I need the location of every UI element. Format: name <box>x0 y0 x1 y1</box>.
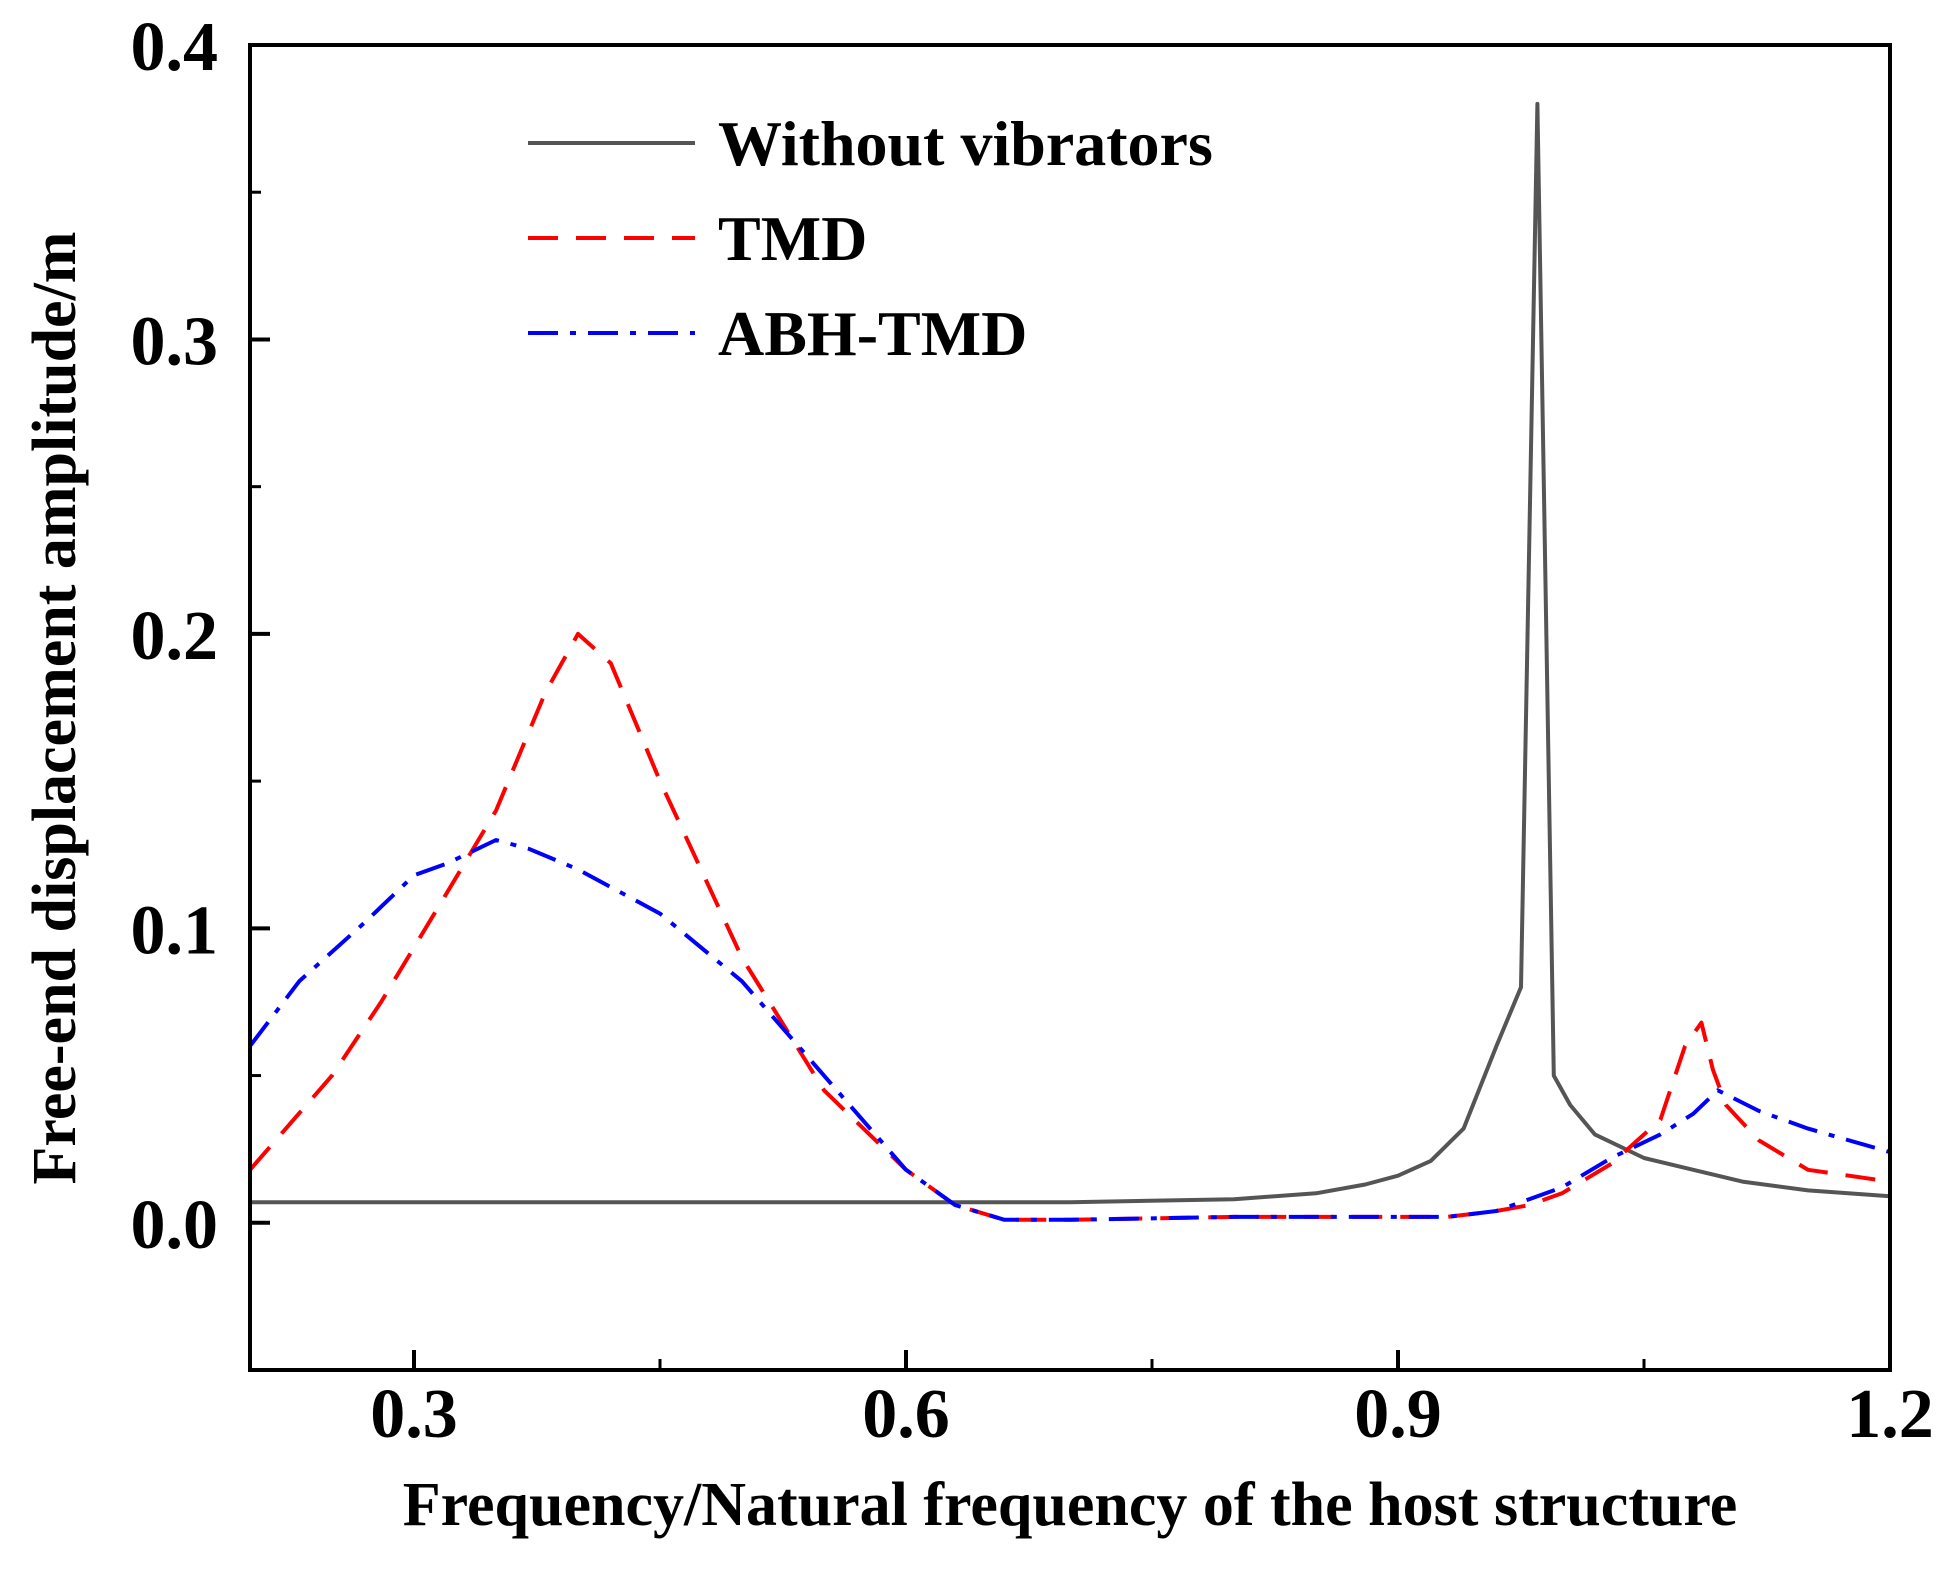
y-tick-label: 0.3 <box>131 303 219 380</box>
series-layer <box>250 101 1890 1222</box>
legend: Without vibrators TMD ABH-TMD <box>528 108 1213 369</box>
legend-label-tmd: TMD <box>718 203 867 274</box>
series-line-abh-tmd <box>250 838 1890 1222</box>
x-tick-label: 1.2 <box>1846 1376 1934 1453</box>
y-tick-label: 0.1 <box>131 892 219 969</box>
x-tick-label: 0.9 <box>1354 1376 1442 1453</box>
x-axis-title: Frequency/Natural frequency of the host … <box>403 1471 1738 1539</box>
series-line-tmd <box>250 631 1890 1222</box>
series-line-without-vibrators <box>250 101 1890 1205</box>
y-tick-label: 0.4 <box>131 9 219 86</box>
y-tick-label: 0.0 <box>131 1187 219 1264</box>
y-axis-title: Free-end displacement amplitude/m <box>21 232 89 1185</box>
y-tick-label: 0.2 <box>131 598 219 675</box>
plot-frame <box>248 43 1892 1372</box>
legend-label-abh-tmd: ABH-TMD <box>718 298 1027 369</box>
legend-label-without-vibrators: Without vibrators <box>718 108 1213 179</box>
x-tick-label: 0.3 <box>370 1376 458 1453</box>
axis-ticks: 0.3 0.6 0.9 1.2 0.0 0.1 0.2 0.3 0.4 <box>131 9 1934 1453</box>
x-tick-label: 0.6 <box>862 1376 950 1453</box>
